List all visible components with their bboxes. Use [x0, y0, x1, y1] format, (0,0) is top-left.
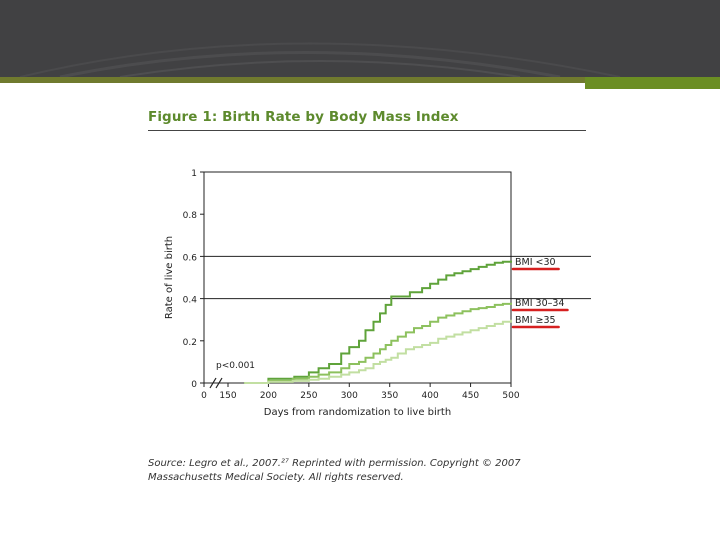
series-label: BMI ≥35: [515, 315, 556, 326]
x-axis-label: Days from randomization to live birth: [264, 407, 451, 418]
x-tick-label: 200: [260, 391, 277, 401]
axis-break-mark: [209, 377, 217, 389]
y-tick-label: 0.4: [183, 296, 198, 306]
series-label: BMI 30–34: [515, 298, 564, 309]
series-label: BMI <30: [515, 257, 556, 268]
header-bar: [0, 0, 720, 77]
series-line: [244, 260, 512, 384]
accent-bar: [585, 77, 720, 89]
y-tick-label: 1: [191, 169, 197, 179]
x-tick-label: 300: [341, 391, 358, 401]
series-line: [244, 319, 512, 384]
x-tick-label: 350: [381, 391, 398, 401]
y-tick-label: 0.6: [183, 253, 198, 263]
plot-frame: [203, 171, 512, 384]
axis-break-mark: [215, 377, 223, 389]
x-tick-label: 250: [300, 391, 317, 401]
x-tick-label: 150: [219, 391, 236, 401]
title-rule: [148, 130, 586, 131]
x-tick-label: 450: [462, 391, 479, 401]
x-tick-label: 500: [502, 391, 519, 401]
source-note: Source: Legro et al., 2007.²⁷ Reprinted …: [148, 458, 521, 483]
x-tick-label: 400: [422, 391, 439, 401]
figure-title: Figure 1: Birth Rate by Body Mass Index: [148, 109, 459, 125]
series-line: [244, 302, 512, 384]
header-arc-decoration: [19, 42, 621, 77]
x-tick-label: 0: [201, 391, 207, 401]
y-tick-label: 0.2: [183, 338, 197, 348]
accent-stripe: [0, 77, 720, 83]
y-tick-label: 0: [191, 380, 197, 390]
p-value-annotation: p<0.001: [216, 361, 255, 371]
y-axis-label: Rate of live birth: [164, 236, 175, 319]
y-tick-label: 0.8: [183, 211, 198, 221]
